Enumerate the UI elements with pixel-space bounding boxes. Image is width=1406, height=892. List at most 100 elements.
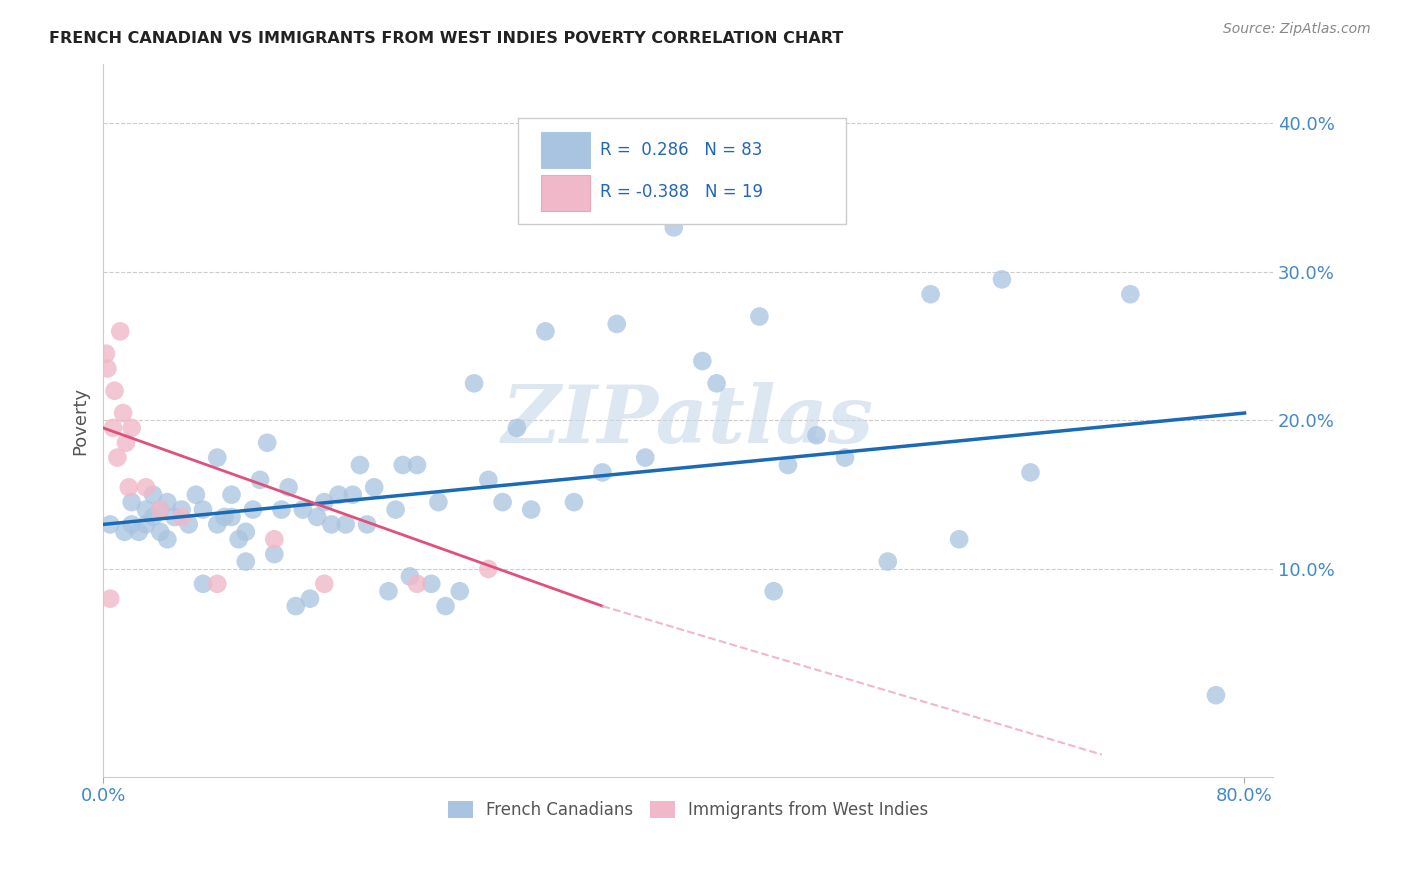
Point	[103, 384, 125, 398]
Point	[221, 510, 243, 524]
Point	[427, 495, 450, 509]
Point	[163, 510, 186, 524]
Point	[191, 502, 214, 516]
Point	[991, 272, 1014, 286]
Point	[118, 480, 141, 494]
Point	[349, 458, 371, 472]
Point	[284, 599, 307, 613]
Point	[142, 510, 165, 524]
Point	[634, 450, 657, 465]
Point	[463, 376, 485, 391]
Point	[270, 502, 292, 516]
FancyBboxPatch shape	[541, 133, 589, 168]
Point	[121, 495, 143, 509]
Point	[399, 569, 422, 583]
Legend: French Canadians, Immigrants from West Indies: French Canadians, Immigrants from West I…	[441, 794, 935, 826]
Point	[391, 458, 413, 472]
Point	[263, 533, 285, 547]
Point	[335, 517, 357, 532]
Point	[170, 510, 193, 524]
Point	[384, 502, 406, 516]
Point	[228, 533, 250, 547]
Point	[449, 584, 471, 599]
Point	[249, 473, 271, 487]
Point	[342, 488, 364, 502]
Point	[121, 421, 143, 435]
Point	[291, 502, 314, 516]
Point	[191, 577, 214, 591]
Point	[692, 354, 714, 368]
Point	[834, 450, 856, 465]
Text: R =  0.286   N = 83: R = 0.286 N = 83	[600, 141, 762, 159]
Point	[420, 577, 443, 591]
Text: FRENCH CANADIAN VS IMMIGRANTS FROM WEST INDIES POVERTY CORRELATION CHART: FRENCH CANADIAN VS IMMIGRANTS FROM WEST …	[49, 31, 844, 46]
Point	[277, 480, 299, 494]
Point	[1019, 466, 1042, 480]
Point	[207, 517, 229, 532]
Point	[114, 524, 136, 539]
Point	[876, 555, 898, 569]
Point	[406, 577, 429, 591]
Point	[363, 480, 385, 494]
Point	[112, 406, 135, 420]
Point	[576, 198, 599, 212]
Point	[94, 346, 117, 360]
Point	[256, 435, 278, 450]
Point	[149, 502, 172, 516]
Point	[184, 488, 207, 502]
Point	[948, 533, 970, 547]
Point	[321, 517, 343, 532]
Point	[98, 591, 121, 606]
Point	[534, 324, 557, 338]
Point	[156, 495, 179, 509]
Point	[101, 421, 124, 435]
Point	[156, 533, 179, 547]
Point	[298, 591, 321, 606]
Point	[149, 502, 172, 516]
Point	[491, 495, 513, 509]
Point	[662, 220, 685, 235]
Point	[506, 421, 529, 435]
Point	[314, 495, 336, 509]
Point	[1205, 688, 1227, 702]
Point	[920, 287, 942, 301]
Point	[307, 510, 329, 524]
Point	[806, 428, 828, 442]
Point	[477, 562, 499, 576]
Point	[263, 547, 285, 561]
Point	[121, 517, 143, 532]
Point	[706, 376, 728, 391]
Point	[96, 361, 118, 376]
Point	[135, 480, 157, 494]
Point	[314, 577, 336, 591]
Point	[221, 488, 243, 502]
Point	[242, 502, 264, 516]
Point	[328, 488, 350, 502]
Point	[520, 502, 543, 516]
Point	[776, 458, 799, 472]
Point	[748, 310, 770, 324]
Point	[207, 577, 229, 591]
Point	[207, 450, 229, 465]
Point	[235, 555, 257, 569]
Point	[762, 584, 785, 599]
Point	[128, 524, 150, 539]
Point	[105, 450, 128, 465]
Point	[356, 517, 378, 532]
Point	[115, 435, 138, 450]
Point	[177, 517, 200, 532]
Point	[562, 495, 585, 509]
Point	[377, 584, 399, 599]
Point	[592, 466, 614, 480]
Point	[149, 524, 172, 539]
Point	[142, 488, 165, 502]
Point	[214, 510, 236, 524]
Point	[110, 324, 132, 338]
Point	[477, 473, 499, 487]
Point	[1119, 287, 1142, 301]
Point	[406, 458, 429, 472]
Point	[606, 317, 628, 331]
Point	[98, 517, 121, 532]
Point	[734, 176, 756, 190]
Text: R = -0.388   N = 19: R = -0.388 N = 19	[600, 184, 763, 202]
